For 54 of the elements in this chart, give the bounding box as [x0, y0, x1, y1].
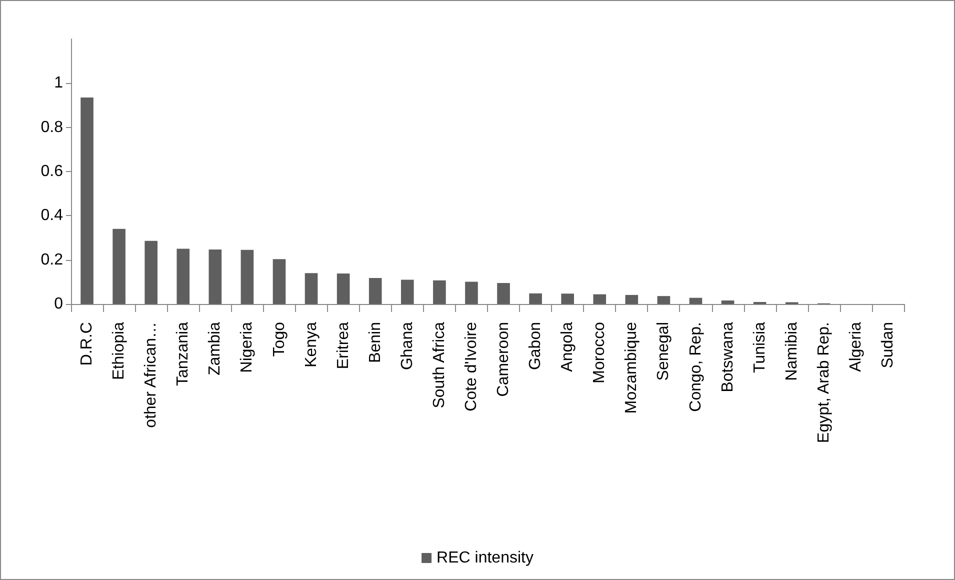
legend-label: REC intensity: [436, 550, 534, 566]
bar: [112, 228, 126, 304]
bar: [625, 294, 638, 304]
bar: [561, 294, 574, 304]
x-tick-label: South Africa: [430, 322, 448, 408]
x-tick-label: Algeria: [847, 322, 864, 372]
bar: [465, 282, 478, 304]
x-tick-label: Congo, Rep.: [687, 322, 704, 412]
bar: [529, 293, 542, 304]
x-tick-label: Tanzania: [174, 322, 192, 386]
x-tick-label: Gabon: [527, 322, 544, 370]
x-tick-label: Sudan: [879, 322, 896, 368]
y-tick-label: 1: [54, 74, 64, 92]
y-tick-label: 0: [54, 296, 64, 312]
x-tick-label: Ethiopia: [110, 322, 128, 380]
x-tick-label: Ghana: [398, 322, 416, 370]
bar: [336, 274, 350, 304]
bar: [240, 250, 254, 304]
bar: [400, 280, 414, 304]
x-tick-label: Morocco: [591, 322, 608, 384]
x-tick-label: Eritrea: [334, 322, 352, 370]
y-tick-label: 0.2: [40, 251, 64, 268]
bar: [497, 283, 510, 304]
x-tick-label: Nigeria: [238, 322, 256, 373]
x-tick-label: Cameroon: [495, 322, 512, 397]
bar: [689, 298, 702, 304]
bar: [272, 259, 286, 304]
y-tick-label: 0.8: [40, 118, 64, 136]
bar: [433, 280, 446, 304]
x-tick-label: Egypt, Arab Rep.: [815, 322, 832, 443]
x-tick-label: D.R.C: [78, 322, 96, 366]
x-tick-label: other African…: [142, 322, 160, 428]
bar: [721, 300, 734, 304]
bar: [368, 278, 382, 304]
x-tick-label: Kenya: [302, 322, 320, 368]
bar: [593, 294, 606, 304]
x-tick-label: Angola: [559, 322, 576, 372]
x-tick-label: Tunisia: [751, 322, 768, 373]
x-tick-label: Senegal: [655, 322, 672, 381]
bar: [176, 248, 190, 304]
x-tick-label: Namibia: [783, 322, 800, 381]
y-tick-label: 0.4: [40, 207, 64, 224]
x-tick-label: Togo: [270, 322, 288, 357]
bar: [657, 296, 670, 304]
bar: [304, 273, 318, 304]
x-tick-label: Zambia: [206, 322, 224, 376]
y-tick-label: 0.6: [40, 163, 64, 180]
x-tick-label: Cote d'Ivoire: [462, 322, 480, 412]
bar: [80, 98, 94, 304]
x-tick-label: Benin: [366, 322, 384, 363]
bar: [144, 240, 158, 304]
x-tick-label: Mozambique: [623, 322, 640, 414]
x-tick-label: Botswana: [719, 322, 736, 392]
bar: [208, 249, 222, 304]
